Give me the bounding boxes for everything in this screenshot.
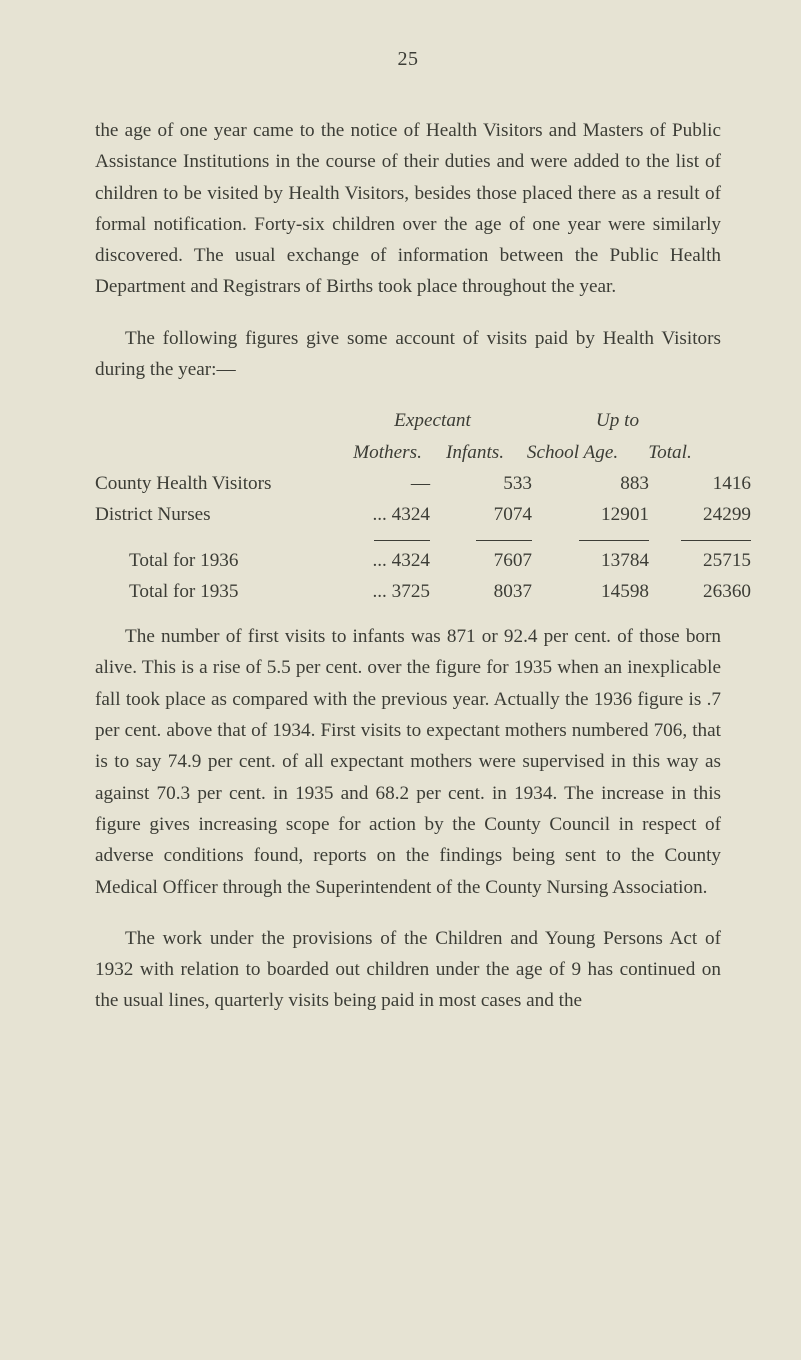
cell-mothers: ... 3725 xyxy=(345,576,442,607)
cell-mothers: ... 4324 xyxy=(345,499,442,530)
cell-school: 12901 xyxy=(544,499,661,530)
cell-school: 14598 xyxy=(544,576,661,607)
row-label: District Nurses xyxy=(95,499,345,530)
paragraph-2: The following figures give some account … xyxy=(95,323,721,386)
page: 25 the age of one year came to the notic… xyxy=(0,0,801,1097)
header-schoolage: School Age. xyxy=(520,437,625,468)
cell-school: 883 xyxy=(544,468,661,499)
cell-total: 24299 xyxy=(661,499,751,530)
visits-table: Expectant Up to Mothers. Infants. School… xyxy=(95,405,721,607)
cell-infants: 8037 xyxy=(442,576,544,607)
cell-mothers: ... 4324 xyxy=(345,545,442,576)
cell-total: 26360 xyxy=(661,576,751,607)
cell-mothers: — xyxy=(345,468,442,499)
header-spacer xyxy=(95,405,345,436)
header-upto: Up to xyxy=(520,405,715,436)
header-expectant: Expectant xyxy=(345,405,520,436)
cell-total: 25715 xyxy=(661,545,751,576)
paragraph-4: The work under the provisions of the Chi… xyxy=(95,923,721,1017)
cell-infants: 533 xyxy=(442,468,544,499)
header-infants: Infants. xyxy=(430,437,520,468)
cell-total: 1416 xyxy=(661,468,751,499)
header-spacer-2 xyxy=(95,437,345,468)
table-header-row-2: Mothers. Infants. School Age. Total. xyxy=(95,437,721,468)
cell-school: 13784 xyxy=(544,545,661,576)
row-label: Total for 1936 xyxy=(95,545,345,576)
table-row: District Nurses ... 4324 7074 12901 2429… xyxy=(95,499,721,530)
header-total: Total. xyxy=(625,437,715,468)
cell-infants: 7607 xyxy=(442,545,544,576)
table-row: County Health Visitors — 533 883 1416 xyxy=(95,468,721,499)
table-row: Total for 1936 ... 4324 7607 13784 25715 xyxy=(95,545,721,576)
paragraph-3: The number of first visits to infants wa… xyxy=(95,621,721,903)
row-label: Total for 1935 xyxy=(95,576,345,607)
page-number: 25 xyxy=(95,48,721,71)
header-mothers: Mothers. xyxy=(345,437,430,468)
paragraph-1: the age of one year came to the notice o… xyxy=(95,115,721,303)
cell-infants: 7074 xyxy=(442,499,544,530)
table-row: Total for 1935 ... 3725 8037 14598 26360 xyxy=(95,576,721,607)
table-rule xyxy=(95,534,721,541)
row-label: County Health Visitors xyxy=(95,468,345,499)
table-header-row-1: Expectant Up to xyxy=(95,405,721,436)
